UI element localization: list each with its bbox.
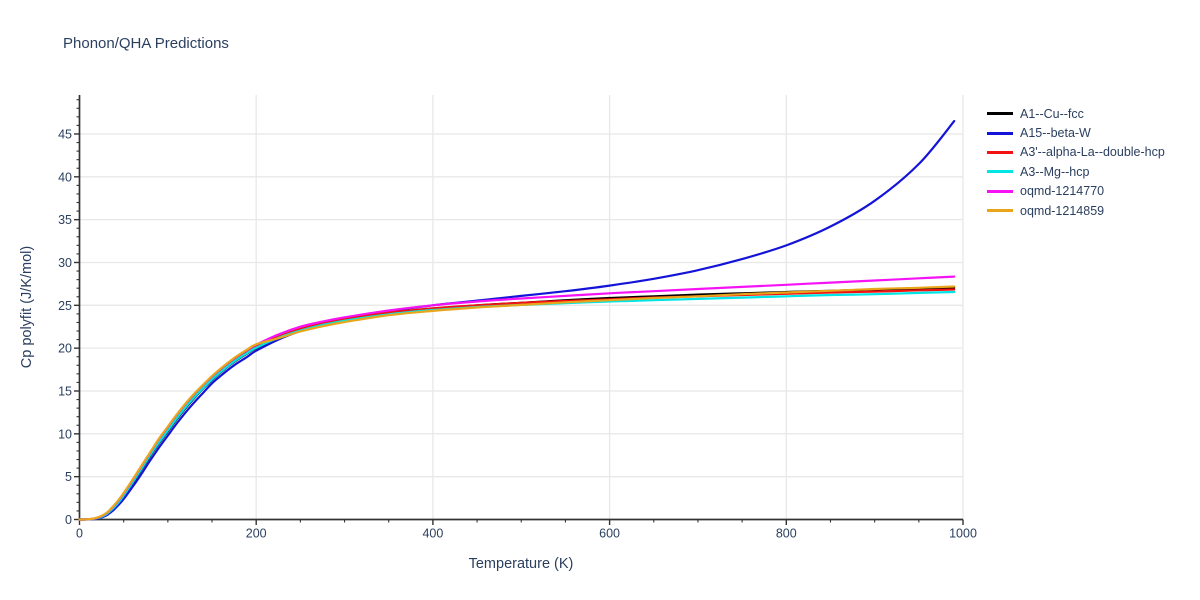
legend-label: A1--Cu--fcc (1020, 106, 1084, 121)
legend-label: oqmd-1214770 (1020, 184, 1105, 199)
chart-title: Phonon/QHA Predictions (63, 35, 229, 52)
legend-line-swatch (987, 189, 1013, 193)
y-tick-label: 5 (65, 470, 72, 484)
series-line-a15-beta-w (78, 120, 956, 521)
y-tick-label: 0 (65, 513, 72, 527)
legend-line-swatch (987, 112, 1013, 116)
x-tick-labels: 0 200 400 600 800 1000 (76, 527, 977, 541)
x-tick-label: 0 (76, 527, 83, 541)
legend-item-oqmd-1214770[interactable]: oqmd-1214770 (987, 182, 1165, 201)
plot-drag-area[interactable] (80, 95, 964, 520)
x-tick-label: 600 (599, 527, 620, 541)
legend-line-swatch (987, 209, 1013, 213)
y-tick-label: 35 (58, 213, 72, 227)
legend: A1--Cu--fcc A15--beta-W A3'--alpha-La--dou… (987, 104, 1165, 220)
axis-lines (78, 95, 963, 521)
legend-item-a1-cu-fcc[interactable]: A1--Cu--fcc (987, 104, 1165, 123)
y-tick-labels: 0 5 10 15 20 25 30 35 40 45 (58, 127, 72, 527)
y-tick-label: 20 (58, 342, 72, 356)
legend-label: oqmd-1214859 (1020, 203, 1105, 218)
series-line-oqmd-1214859 (78, 285, 956, 521)
y-tick-label: 30 (58, 256, 72, 270)
legend-item-oqmd-1214859[interactable]: oqmd-1214859 (987, 201, 1165, 220)
series-lines (78, 120, 956, 521)
y-tick-label: 15 (58, 384, 72, 398)
y-tick-label: 10 (58, 427, 72, 441)
legend-item-a3-alpha-la-double-hcp[interactable]: A3'--alpha-La--double-hcp (987, 143, 1165, 162)
legend-label: A15--beta-W (1020, 126, 1091, 141)
y-tick-label: 40 (58, 170, 72, 184)
legend-line-swatch (987, 131, 1013, 135)
legend-label: A3'--alpha-La--double-hcp (1020, 145, 1165, 160)
x-tick-label: 200 (246, 527, 267, 541)
legend-item-a15-beta-w[interactable]: A15--beta-W (987, 123, 1165, 142)
x-axis-title: Temperature (K) (468, 556, 574, 572)
y-tick-label: 25 (58, 299, 72, 313)
x-tick-label: 400 (422, 527, 443, 541)
axis-ticks (74, 99, 964, 525)
legend-line-swatch (987, 150, 1013, 154)
x-tick-label: 800 (776, 527, 797, 541)
legend-label: A3--Mg--hcp (1020, 164, 1090, 179)
legend-line-swatch (987, 170, 1013, 174)
legend-item-a3-mg-hcp[interactable]: A3--Mg--hcp (987, 162, 1165, 181)
x-tick-label: 1000 (949, 527, 977, 541)
y-tick-label: 45 (58, 127, 72, 141)
